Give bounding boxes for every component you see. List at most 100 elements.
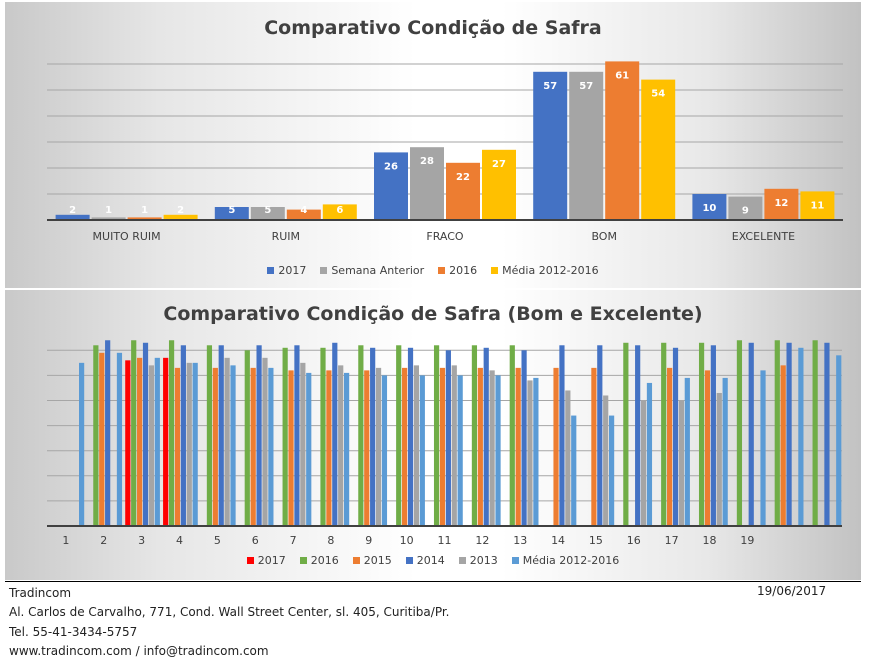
- legend-item: 2013: [458, 554, 498, 567]
- data-label: 4: [300, 205, 307, 216]
- legend-label: 2014: [416, 554, 445, 567]
- bar: [553, 367, 559, 526]
- legend-swatch: [320, 267, 328, 274]
- bar: [533, 377, 539, 526]
- bar: [445, 350, 451, 526]
- bar: [698, 342, 705, 526]
- bar: [716, 392, 722, 526]
- legend-label: 2015: [363, 554, 392, 567]
- data-label: 6: [336, 205, 343, 216]
- footer-address: Al. Carlos de Carvalho, 771, Cond. Wall …: [9, 605, 450, 620]
- x-tick-label: FRACO: [426, 230, 464, 243]
- bar: [322, 204, 357, 220]
- chart-2-plot: 1 2 3 4 5 6 7 8 9 10 11 12 13 14 15 16 17 18 19: [47, 340, 842, 547]
- data-label: 1: [105, 205, 112, 216]
- bar: [692, 194, 727, 220]
- bar: [332, 342, 338, 526]
- bar: [457, 375, 463, 526]
- data-label: 2: [177, 205, 184, 216]
- data-label: 57: [579, 81, 593, 92]
- bar: [125, 360, 131, 526]
- chart-2-legend: 2017 2016 2015 2014 2013 Média 2012-2016: [5, 554, 861, 567]
- bar: [282, 347, 288, 526]
- data-label: 28: [420, 156, 434, 167]
- bar: [571, 415, 577, 526]
- footer-web[interactable]: www.tradincom.com / info@tradincom.com: [9, 643, 269, 658]
- bar: [168, 340, 175, 526]
- bar: [148, 365, 155, 526]
- bar: [244, 350, 250, 526]
- x-tick-label: EXCELENTE: [732, 230, 795, 243]
- bar: [250, 207, 285, 220]
- data-label: 10: [702, 203, 716, 214]
- data-label: 61: [615, 70, 629, 81]
- x-tick-label: 1: [62, 534, 69, 547]
- bar: [214, 207, 249, 220]
- bar: [509, 345, 515, 526]
- bar: [786, 342, 792, 526]
- bar: [489, 370, 495, 526]
- bar: [433, 345, 440, 526]
- bar: [635, 345, 641, 526]
- legend-item: 2017: [267, 264, 306, 277]
- bar: [477, 367, 483, 526]
- bar: [521, 350, 527, 526]
- bar: [186, 362, 192, 526]
- data-label: 5: [264, 205, 271, 216]
- bar: [800, 191, 835, 220]
- x-tick-label: 14: [551, 534, 565, 547]
- bar: [224, 357, 230, 526]
- bar: [402, 367, 408, 526]
- bar: [163, 357, 169, 526]
- legend-item: Média 2012-2016: [491, 264, 599, 277]
- bar: [704, 370, 711, 526]
- legend-item: 2015: [352, 554, 392, 567]
- x-tick-label: 5: [214, 534, 221, 547]
- bar: [605, 61, 640, 221]
- bar: [515, 367, 521, 526]
- bar: [623, 342, 629, 526]
- bar: [603, 395, 609, 526]
- footer-phone: Tel. 55-41-3434-5757: [9, 624, 138, 639]
- data-label: 1: [141, 205, 148, 216]
- legend-swatch: [246, 557, 254, 564]
- bar: [320, 347, 326, 526]
- x-tick-label: 19: [740, 534, 754, 547]
- legend-label: 2013: [469, 554, 498, 567]
- bar: [410, 147, 444, 220]
- x-tick-label: BOM: [591, 230, 617, 243]
- bar: [381, 375, 388, 526]
- bar: [591, 367, 597, 526]
- legend-swatch: [438, 267, 446, 274]
- bar: [79, 362, 85, 526]
- x-tick-label: 3: [138, 534, 145, 547]
- bar: [710, 345, 716, 526]
- bar: [798, 347, 804, 526]
- x-tick-label: 11: [438, 534, 452, 547]
- bar: [672, 347, 679, 526]
- bar: [286, 209, 321, 220]
- bar: [413, 365, 420, 526]
- legend-swatch: [352, 557, 360, 564]
- bar: [288, 370, 294, 526]
- bar: [93, 345, 99, 526]
- legend-item: 2014: [405, 554, 445, 567]
- legend-label: Média 2012-2016: [502, 264, 599, 277]
- x-tick-label: 7: [290, 534, 297, 547]
- data-label: 5: [228, 205, 235, 216]
- bar: [764, 188, 799, 220]
- bar: [344, 372, 350, 526]
- bar: [370, 347, 376, 526]
- bar: [471, 345, 478, 526]
- footer-date: 19/06/2017: [757, 584, 827, 598]
- bar: [836, 355, 842, 526]
- x-tick-label: 10: [400, 534, 414, 547]
- data-label: 12: [774, 198, 788, 209]
- data-label: 57: [543, 81, 557, 92]
- bar: [641, 79, 676, 220]
- legend-item: 2017: [246, 554, 286, 567]
- legend-swatch: [405, 557, 413, 564]
- bar: [218, 345, 224, 526]
- bar: [565, 390, 571, 526]
- bar: [364, 370, 370, 526]
